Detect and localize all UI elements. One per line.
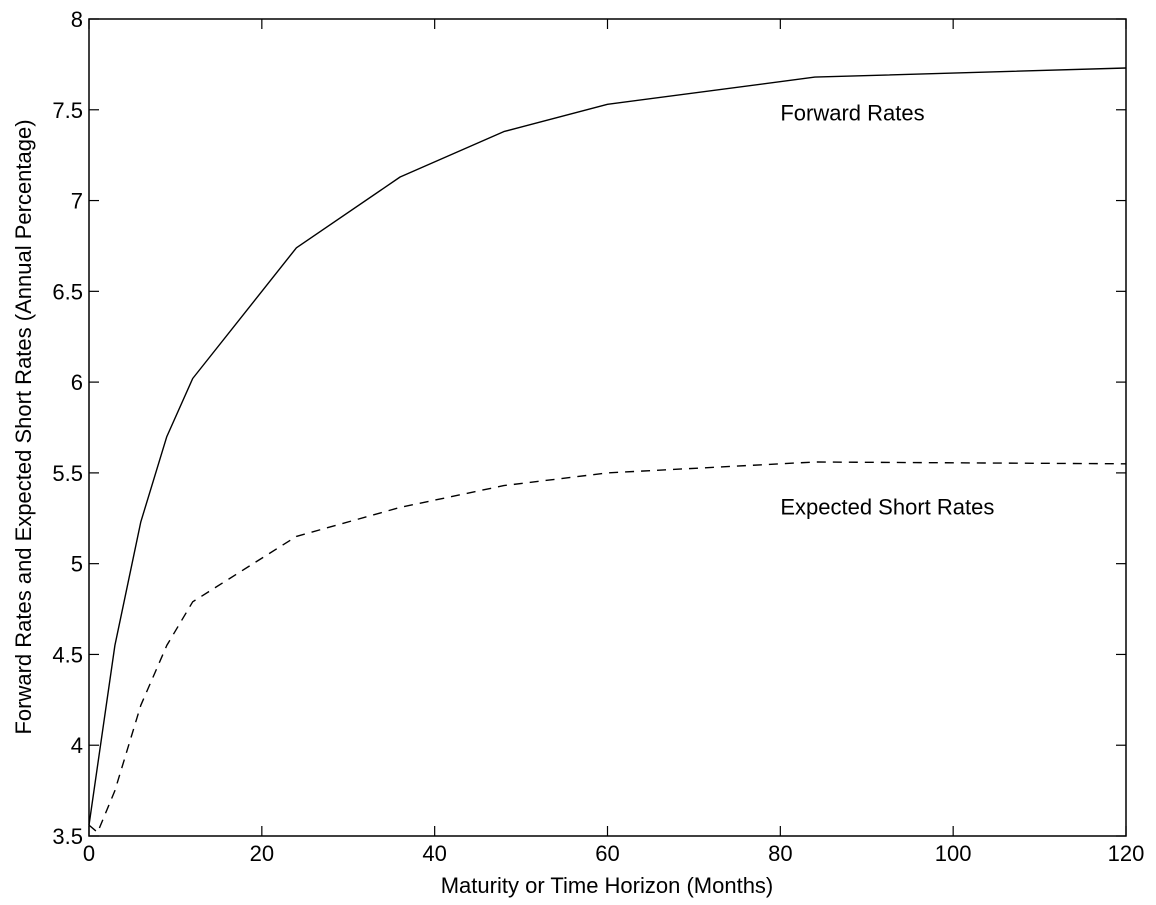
- x-tick-label-2: 40: [422, 841, 446, 866]
- x-tick-label-1: 20: [250, 841, 274, 866]
- x-tick-label-4: 80: [768, 841, 792, 866]
- plot-area: [88, 18, 1127, 837]
- y-axis-label: Forward Rates and Expected Short Rates (…: [11, 119, 36, 734]
- y-tick-label-7: 7: [71, 189, 83, 214]
- tick-labels: 0 20 40 60 80 100 120 3.5 4 4.5 5 5.5 6 6.5 7 7.5 8: [52, 7, 1144, 866]
- annotation-forward-rates: Forward Rates: [780, 101, 924, 126]
- x-tick-label-6: 120: [1108, 841, 1145, 866]
- x-tick-label-3: 60: [595, 841, 619, 866]
- series-line-forward-rates: [88, 67, 1127, 826]
- series-line-expected-short-rates: [88, 461, 1127, 834]
- y-tick-label-5: 6: [71, 370, 83, 395]
- y-tick-label-0: 3.5: [52, 824, 83, 849]
- y-tick-label-6: 6.5: [52, 279, 83, 304]
- y-tick-label-1: 4: [71, 733, 83, 758]
- x-axis-label: Maturity or Time Horizon (Months): [441, 873, 774, 898]
- series-layer: [88, 67, 1127, 834]
- annotation-expected-short-rates: Expected Short Rates: [780, 495, 994, 520]
- y-tick-label-2: 4.5: [52, 642, 83, 667]
- y-tick-label-4: 5.5: [52, 461, 83, 486]
- annotations: Forward Rates Expected Short Rates: [780, 101, 994, 520]
- y-tick-label-8: 7.5: [52, 98, 83, 123]
- x-tick-label-0: 0: [83, 841, 95, 866]
- y-tick-label-9: 8: [71, 7, 83, 32]
- axis-ticks: [88, 18, 1127, 837]
- x-tick-label-5: 100: [935, 841, 972, 866]
- y-tick-label-3: 5: [71, 552, 83, 577]
